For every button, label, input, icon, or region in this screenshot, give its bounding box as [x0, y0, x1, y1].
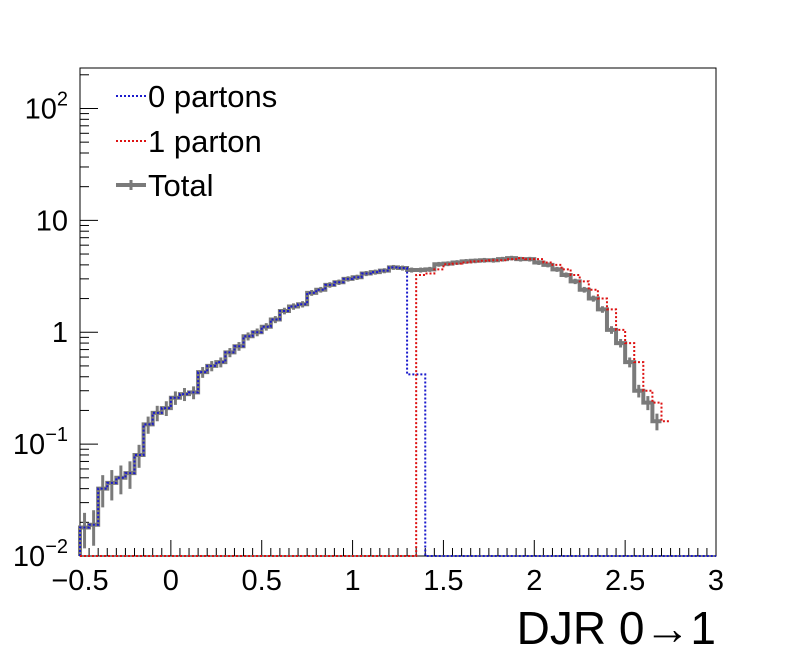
- x-tick-labels: −0.5 0 0.5 1 1.5 2 2.5 3: [51, 565, 724, 597]
- x-tick-label: 1: [345, 565, 361, 597]
- x-tick-label: 1.5: [423, 565, 463, 597]
- series-line-0-partons: [79, 266, 716, 557]
- series-line-1-parton: [80, 257, 671, 557]
- x-tick-label: −0.5: [51, 565, 108, 597]
- y-tick-label: 10−2: [13, 536, 68, 573]
- x-tick-label: 2.5: [605, 565, 645, 597]
- y-tick-label: 10−1: [13, 424, 68, 461]
- y-tick-label: 1: [52, 317, 68, 349]
- y-tick-label: 10: [36, 205, 68, 237]
- x-tick-label: 0.5: [242, 565, 282, 597]
- legend-label: 1 parton: [148, 124, 262, 159]
- legend: 0 partons 1 parton Total: [116, 79, 277, 203]
- x-axis-title: DJR 0→1: [517, 602, 716, 654]
- y-tick-label: 102: [25, 88, 68, 125]
- histogram-series: [78, 255, 716, 557]
- y-tick-labels: 10−2 10−1 1 10 102: [13, 88, 68, 573]
- legend-label: Total: [148, 168, 213, 203]
- series-line-total: [78, 256, 662, 556]
- x-tick-label: 2: [526, 565, 542, 597]
- legend-label: 0 partons: [148, 79, 277, 114]
- x-tick-label: 3: [708, 565, 724, 597]
- x-tick-label: 0: [163, 565, 179, 597]
